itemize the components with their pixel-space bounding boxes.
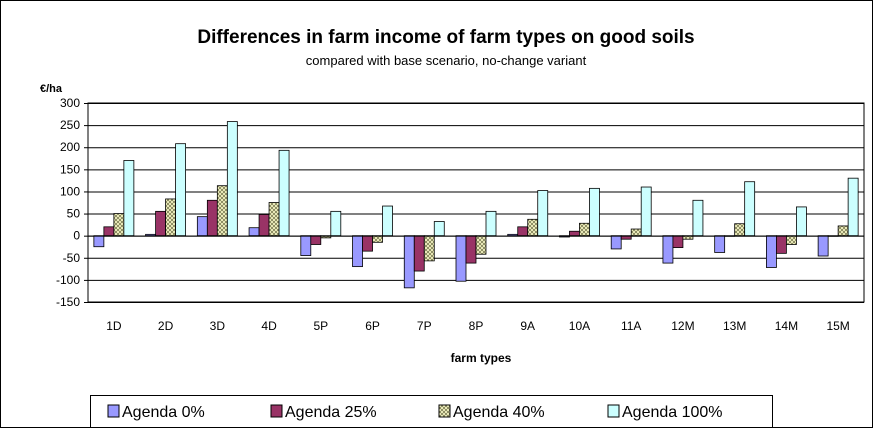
bar-agenda-100--9a bbox=[537, 190, 549, 237]
x-tick-label: 2D bbox=[158, 319, 174, 333]
x-tick-label: 4D bbox=[261, 319, 277, 333]
bar-agenda-0--4d bbox=[248, 227, 260, 237]
y-tick-label: 0 bbox=[73, 229, 80, 243]
bar-agenda-100--8p bbox=[485, 210, 497, 237]
y-tick-label: 150 bbox=[60, 162, 80, 176]
bar-agenda-0--2d bbox=[145, 233, 157, 237]
bar-agenda-40--2d bbox=[165, 198, 177, 237]
bar-agenda-0--8p bbox=[455, 235, 467, 282]
bar-agenda-40--14m bbox=[786, 235, 797, 245]
legend-label: Agenda 100% bbox=[622, 404, 723, 421]
bar-agenda-40--10a bbox=[579, 222, 590, 237]
bar-agenda-100--3d bbox=[226, 121, 238, 237]
bar-agenda-25--9a bbox=[517, 226, 529, 237]
chart-title: Differences in farm income of farm types… bbox=[197, 27, 694, 48]
bar-agenda-25--12m bbox=[672, 235, 684, 249]
chart-subtitle: compared with base scenario, no-change v… bbox=[306, 53, 587, 68]
y-tick-label: -100 bbox=[56, 273, 80, 287]
bar-agenda-0--6p bbox=[352, 235, 363, 268]
bar-agenda-100--6p bbox=[382, 205, 393, 237]
legend-swatch bbox=[438, 404, 451, 418]
x-tick-label: 8P bbox=[469, 319, 484, 333]
legend-label: Agenda 40% bbox=[453, 404, 545, 421]
bar-agenda-0--5p bbox=[300, 235, 312, 256]
legend-label: Agenda 0% bbox=[122, 404, 205, 421]
legend-swatch bbox=[270, 404, 283, 418]
bar-agenda-25--1d bbox=[103, 226, 115, 237]
x-tick-label: 6P bbox=[365, 319, 380, 333]
x-tick-label: 7P bbox=[417, 319, 432, 333]
bar-agenda-25--8p bbox=[465, 235, 477, 264]
bar-agenda-25--14m bbox=[776, 235, 787, 254]
bar-agenda-40--7p bbox=[423, 235, 435, 262]
bar-agenda-100--14m bbox=[796, 206, 807, 237]
x-tick-label: 14M bbox=[775, 319, 798, 333]
bar-agenda-100--7p bbox=[433, 221, 445, 237]
bar-agenda-40--1d bbox=[113, 213, 125, 237]
bar-agenda-0--7p bbox=[403, 235, 415, 289]
bar-agenda-25--5p bbox=[310, 235, 322, 245]
y-tick-label: -150 bbox=[56, 295, 80, 309]
y-tick-label: -50 bbox=[63, 251, 81, 265]
x-tick-label: 10A bbox=[569, 319, 590, 333]
bar-agenda-40--3d bbox=[216, 185, 228, 237]
bar-agenda-100--10a bbox=[589, 187, 600, 237]
bar-agenda-0--9a bbox=[507, 233, 519, 237]
x-axis-label: farm types bbox=[451, 351, 512, 365]
legend-label: Agenda 25% bbox=[285, 404, 377, 421]
bar-agenda-40--13m bbox=[734, 223, 746, 237]
bar-agenda-0--14m bbox=[766, 235, 777, 268]
bar-agenda-100--5p bbox=[330, 210, 342, 237]
x-tick-label: 11A bbox=[621, 319, 641, 333]
x-tick-label: 3D bbox=[210, 319, 226, 333]
x-tick-label: 9A bbox=[520, 319, 535, 333]
bar-agenda-100--12m bbox=[692, 199, 704, 237]
legend-swatch bbox=[607, 404, 620, 418]
bar-agenda-40--8p bbox=[475, 235, 487, 255]
bar-agenda-25--6p bbox=[362, 235, 373, 252]
bar-agenda-100--1d bbox=[123, 160, 135, 237]
bar-agenda-40--11a bbox=[630, 228, 642, 237]
legend-box bbox=[90, 395, 773, 428]
bar-agenda-0--12m bbox=[662, 235, 674, 264]
y-tick-label: 200 bbox=[60, 140, 80, 154]
y-tick-label: 250 bbox=[60, 118, 80, 132]
bar-agenda-100--13m bbox=[744, 181, 756, 237]
legend-swatch bbox=[107, 404, 120, 418]
y-tick-label: 50 bbox=[67, 207, 81, 221]
bar-agenda-25--10a bbox=[569, 230, 580, 237]
plot-area: 300 250 200 150 100 50 0 -50 -100 -150 1D 2D 3D 4D 5P 6… bbox=[56, 96, 865, 333]
bar-agenda-0--3d bbox=[196, 216, 208, 237]
bar-agenda-100--15m bbox=[847, 177, 859, 237]
y-tick-label: 300 bbox=[60, 96, 80, 110]
legend: Agenda 0% Agenda 25% Agenda 40% Agenda 100% bbox=[90, 395, 773, 428]
bar-agenda-25--4d bbox=[258, 214, 270, 237]
x-tick-label: 5P bbox=[313, 319, 328, 333]
x-tick-label: 15M bbox=[826, 319, 849, 333]
bar-agenda-25--7p bbox=[413, 235, 425, 272]
bar-agenda-0--11a bbox=[610, 235, 622, 250]
y-tick-label: 100 bbox=[60, 184, 80, 198]
y-axis-label: €/ha bbox=[40, 83, 63, 95]
bar-agenda-100--4d bbox=[278, 149, 290, 237]
x-tick-label: 13M bbox=[723, 319, 746, 333]
bar-agenda-40--9a bbox=[527, 218, 539, 237]
x-tick-label: 1D bbox=[106, 319, 122, 333]
bar-agenda-0--13m bbox=[714, 235, 726, 253]
bar-agenda-100--11a bbox=[640, 186, 652, 237]
bar-agenda-40--15m bbox=[837, 225, 849, 237]
bar-agenda-0--1d bbox=[93, 235, 105, 248]
bar-agenda-100--2d bbox=[175, 143, 187, 237]
bar-agenda-0--15m bbox=[817, 235, 829, 257]
bar-agenda-25--2d bbox=[155, 210, 167, 237]
bar-agenda-40--4d bbox=[268, 202, 280, 237]
bar-agenda-25--3d bbox=[206, 199, 218, 237]
x-tick-label: 12M bbox=[671, 319, 694, 333]
